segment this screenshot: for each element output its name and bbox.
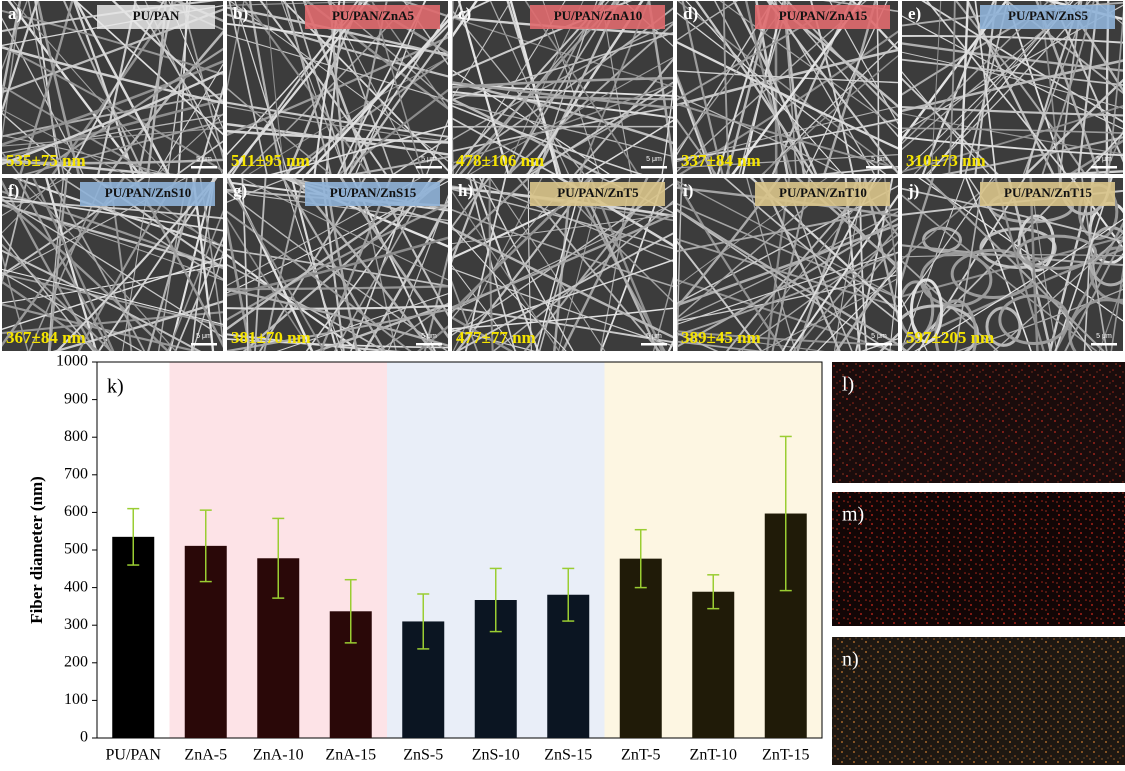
bar	[112, 537, 154, 738]
sample-tag: PU/PAN/ZnS10	[105, 185, 191, 200]
x-tick-label: PU/PAN	[106, 747, 162, 764]
sample-tag: PU/PAN/ZnT15	[1004, 185, 1092, 200]
panel-letter: k)	[107, 376, 124, 398]
bar	[692, 592, 734, 738]
scale-bar	[1091, 343, 1117, 346]
y-tick-label: 800	[64, 428, 88, 445]
y-axis-label: Fiber diameter (nm)	[27, 476, 46, 624]
diameter-label: 367±84 nm	[6, 328, 86, 347]
panel-letter: g)	[233, 181, 247, 200]
panel-letter: j)	[907, 181, 919, 200]
diameter-label: 535±75 nm	[6, 151, 86, 170]
scale-bar-label: 5 μm	[871, 333, 887, 340]
eds-map	[832, 637, 1125, 765]
panel-letter: n)	[842, 649, 859, 671]
scale-bar-label: 5 μm	[1096, 333, 1112, 340]
scale-bar	[641, 166, 667, 169]
sample-tag: PU/PAN/ZnS5	[1008, 8, 1088, 23]
scale-bar	[191, 343, 217, 346]
figure: a) PU/PAN 535±75 nm 5 μm b) PU/PAN/ZnA5 511±95…	[0, 0, 1125, 766]
diameter-label: 381±70 nm	[231, 328, 311, 347]
diameter-label: 478±106 nm	[456, 151, 544, 170]
y-tick-label: 700	[64, 465, 88, 482]
sample-tag: PU/PAN/ZnA15	[779, 8, 868, 23]
panel-letter: l)	[842, 374, 854, 396]
scale-bar	[866, 166, 892, 169]
scale-bar	[416, 343, 442, 346]
scale-bar	[1091, 166, 1117, 169]
scale-bar-label: 5 μm	[196, 333, 212, 340]
sample-tag: PU/PAN/ZnA5	[332, 8, 415, 23]
x-tick-label: ZnT-5	[621, 747, 660, 764]
y-tick-label: 900	[64, 390, 88, 407]
panel-letter: b)	[233, 4, 248, 23]
scale-bar	[866, 343, 892, 346]
scale-bar-label: 5 μm	[871, 156, 887, 163]
diameter-label: 389±45 nm	[681, 328, 761, 347]
sample-tag: PU/PAN	[133, 8, 180, 23]
eds-map	[832, 362, 1125, 483]
panel-letter: h)	[458, 181, 473, 200]
diameter-label: 597±205 nm	[906, 328, 994, 347]
diameter-label: 511±95 nm	[231, 151, 310, 170]
sample-tag: PU/PAN/ZnT10	[779, 185, 867, 200]
y-tick-label: 300	[64, 616, 88, 633]
sample-tag: PU/PAN/ZnA10	[554, 8, 643, 23]
panel-letter: m)	[842, 504, 864, 526]
x-tick-label: ZnT-15	[762, 747, 809, 764]
scale-bar-label: 5 μm	[196, 156, 212, 163]
sample-tag: PU/PAN/ZnT5	[557, 185, 639, 200]
panel-letter: a)	[8, 4, 22, 23]
eds-maps: l) m) n)	[832, 362, 1125, 765]
scale-bar	[641, 343, 667, 346]
eds-map	[832, 492, 1125, 626]
y-tick-label: 0	[80, 729, 88, 746]
x-tick-label: ZnA-10	[253, 747, 304, 764]
bar-chart: 0 100 200 300 400 500 600 700 800 900 1000 Fiber di…	[27, 353, 823, 764]
scale-bar-label: 5 μm	[1096, 156, 1112, 163]
x-tick-label: ZnT-10	[690, 747, 737, 764]
sample-tag: PU/PAN/ZnS15	[330, 185, 417, 200]
diameter-label: 337±84 nm	[681, 151, 761, 170]
x-tick-label: ZnA-5	[184, 747, 227, 764]
scale-bar-label: 5 μm	[421, 156, 437, 163]
x-tick-label: ZnS-10	[472, 747, 520, 764]
y-tick-label: 400	[64, 578, 88, 595]
y-tick-label: 200	[64, 653, 88, 670]
y-tick-label: 1000	[56, 353, 88, 370]
scale-bar	[191, 166, 217, 169]
x-tick-label: ZnS-15	[544, 747, 592, 764]
panel-letter: c)	[458, 4, 471, 23]
y-tick-label: 500	[64, 541, 88, 558]
x-tick-label: ZnA-15	[325, 747, 376, 764]
diameter-label: 310±73 nm	[906, 151, 986, 170]
diameter-label: 477±77 nm	[456, 328, 536, 347]
panel-letter: d)	[683, 4, 698, 23]
panel-letter: i)	[683, 181, 693, 200]
scale-bar-label: 5 μm	[646, 333, 662, 340]
y-tick-label: 100	[64, 691, 88, 708]
x-tick-label: ZnS-5	[403, 747, 443, 764]
scale-bar-label: 5 μm	[421, 333, 437, 340]
panel-letter: f)	[8, 181, 19, 200]
y-tick-label: 600	[64, 503, 88, 520]
scale-bar	[416, 166, 442, 169]
panel-letter: e)	[908, 4, 921, 23]
scale-bar-label: 5 μm	[646, 156, 662, 163]
